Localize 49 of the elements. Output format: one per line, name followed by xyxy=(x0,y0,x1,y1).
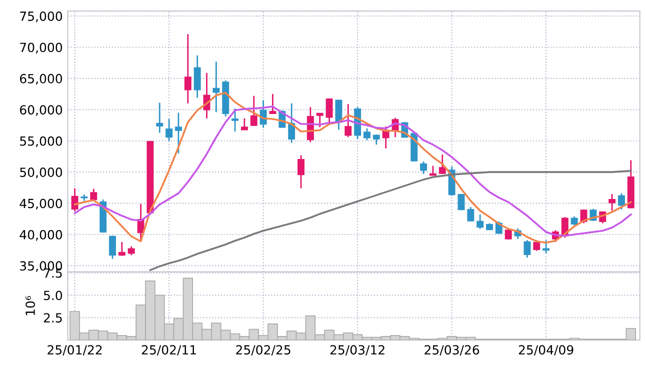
candlestick xyxy=(608,193,616,212)
candlestick xyxy=(533,239,540,252)
line-series xyxy=(149,170,632,271)
x-tick-label: 25/01/22 xyxy=(48,345,102,356)
candlestick xyxy=(429,165,436,176)
candlestick xyxy=(174,112,182,154)
candlestick xyxy=(250,95,258,127)
y-axis-title: 10⁶ xyxy=(26,296,36,316)
candlestick xyxy=(316,112,324,128)
x-tick-label: 25/04/09 xyxy=(518,345,574,356)
candlestick xyxy=(364,128,370,141)
y-tick-label: 5.0 xyxy=(44,290,62,300)
candlestick xyxy=(438,154,446,175)
candlestick xyxy=(372,134,380,146)
y-tick-label: 55,000 xyxy=(20,136,62,148)
x-tick-label: 25/02/11 xyxy=(142,345,196,356)
candlestick xyxy=(194,54,201,98)
candlestick xyxy=(420,160,428,175)
y-tick-label: 75,000 xyxy=(20,12,62,22)
x-tick-label: 25/03/12 xyxy=(330,345,384,356)
candlestick xyxy=(240,118,248,130)
candlestick xyxy=(269,93,276,114)
candlestick xyxy=(524,239,531,258)
x-tick-label: 25/02/25 xyxy=(236,345,290,356)
y-tick-label: 40,000 xyxy=(20,230,62,241)
candlestick xyxy=(166,118,173,142)
candlestick xyxy=(467,206,474,222)
candlestick xyxy=(118,241,126,256)
candlestick xyxy=(476,214,484,230)
candlestick xyxy=(71,188,78,212)
y-tick-label: 65,000 xyxy=(20,74,62,85)
candlestick xyxy=(326,98,333,124)
y-tick-label: 70,000 xyxy=(20,42,62,54)
candlestick xyxy=(232,108,238,132)
y-tick-label: 50,000 xyxy=(20,168,62,178)
candlestick xyxy=(298,154,304,190)
candlestick xyxy=(542,239,550,254)
x-tick-label: 25/03/26 xyxy=(424,345,480,356)
candlestick xyxy=(156,102,164,134)
candlestick xyxy=(212,60,220,113)
candlestick xyxy=(618,192,625,210)
candlestick xyxy=(184,33,192,104)
candlestick xyxy=(344,103,352,138)
candlestick xyxy=(109,235,116,260)
candlestick xyxy=(335,98,342,130)
y-tick-label: 45,000 xyxy=(20,198,62,210)
y-tick-label: 2.5 xyxy=(44,313,62,323)
y-tick-label: 60,000 xyxy=(20,105,62,116)
candlestick xyxy=(495,220,502,235)
